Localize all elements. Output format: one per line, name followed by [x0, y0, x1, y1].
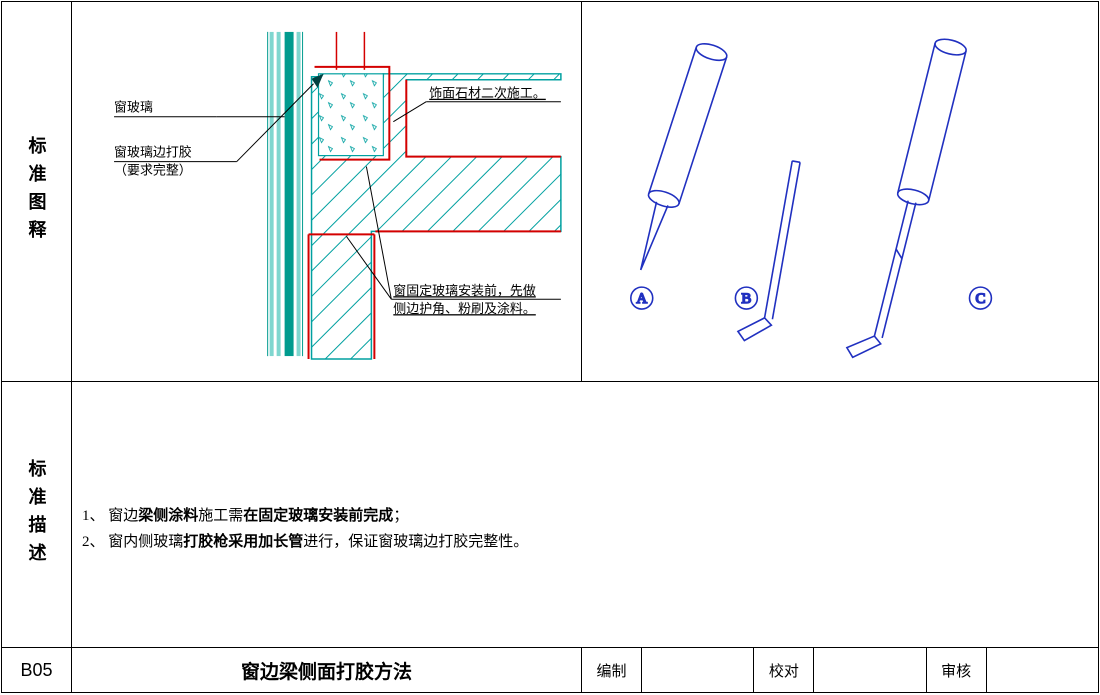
caulk-guns-svg: A B	[582, 2, 1098, 381]
label-glue-2: （要求完整）	[114, 163, 192, 178]
label-stone-note: 饰面石材二次施工。	[429, 86, 546, 101]
l1-prefix: 1、 窗边	[82, 508, 138, 524]
label-install-2: 侧边护角、粉刷及涂料。	[393, 301, 535, 316]
l2-bold1: 打胶枪采用加长管	[183, 534, 303, 550]
label-A: A	[636, 291, 647, 307]
vlabel-description: 标准描述	[24, 459, 50, 571]
diagram-window-section: 窗玻璃 窗玻璃边打胶 （要求完整） 饰面石材二次施工。 窗固定玻璃安装前，先做 …	[72, 2, 582, 381]
footer-review-label: 审核	[927, 648, 987, 692]
window-section-svg: 窗玻璃 窗玻璃边打胶 （要求完整） 饰面石材二次施工。 窗固定玻璃安装前，先做 …	[72, 2, 581, 381]
footer-check-label: 校对	[754, 648, 814, 692]
page-root: 标准图释	[1, 1, 1099, 693]
l1-bold1: 梁侧涂料	[138, 508, 198, 524]
label-C: C	[975, 291, 985, 307]
l2-suffix: 进行，保证窗玻璃边打胶完整性。	[303, 534, 528, 550]
l2-prefix: 2、 窗内侧玻璃	[82, 534, 183, 550]
footer-compile-label: 编制	[582, 648, 642, 692]
label-glass: 窗玻璃	[114, 100, 153, 115]
label-install-1: 窗固定玻璃安装前，先做	[393, 283, 536, 298]
l1-bold2: 在固定玻璃安装前完成	[243, 508, 393, 524]
l1-mid: 施工需	[198, 508, 243, 524]
footer-title: 窗边梁侧面打胶方法	[72, 648, 582, 692]
label-B: B	[741, 291, 751, 307]
description-body: 1、 窗边梁侧涂料施工需在固定玻璃安装前完成； 2、 窗内侧玻璃打胶枪采用加长管…	[72, 382, 1098, 647]
label-glue-1: 窗玻璃边打胶	[114, 145, 192, 160]
footer-compile-blank	[642, 648, 754, 692]
footer-check-blank	[814, 648, 926, 692]
l1-suffix: ；	[393, 508, 408, 524]
desc-line-2: 2、 窗内侧玻璃打胶枪采用加长管进行，保证窗玻璃边打胶完整性。	[82, 530, 1088, 556]
row-diagrams: 标准图释	[2, 2, 1098, 382]
row-footer: B05 窗边梁侧面打胶方法 编制 校对 审核	[2, 648, 1098, 692]
sidebar-label-description: 标准描述	[2, 382, 72, 647]
footer-review-blank	[987, 648, 1098, 692]
row-description: 标准描述 1、 窗边梁侧涂料施工需在固定玻璃安装前完成； 2、 窗内侧玻璃打胶枪…	[2, 382, 1098, 648]
sidebar-label-diagram: 标准图释	[2, 2, 72, 381]
vlabel-diagram: 标准图释	[24, 136, 50, 248]
footer-code: B05	[2, 648, 72, 692]
diagram-caulk-guns: A B	[582, 2, 1098, 381]
desc-line-1: 1、 窗边梁侧涂料施工需在固定玻璃安装前完成；	[82, 504, 1088, 530]
